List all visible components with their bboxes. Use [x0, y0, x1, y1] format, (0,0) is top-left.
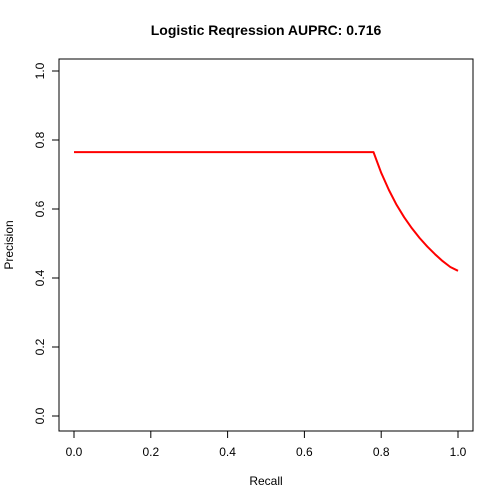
series-layer [74, 151, 459, 272]
x-tick-label: 1.0 [450, 445, 467, 459]
x-tick-label: 0.6 [296, 445, 313, 459]
chart-title: Logistic Reqression AUPRC: 0.716 [151, 22, 382, 38]
x-tick-label: 0.8 [373, 445, 390, 459]
y-tick-label: 0.2 [33, 338, 47, 355]
x-axis: 0.0 0.2 0.4 0.6 0.8 1.0 [66, 430, 467, 459]
y-tick-label: 0.6 [33, 200, 47, 217]
pr-curve-line [74, 151, 459, 272]
x-axis-label: Recall [249, 474, 282, 488]
y-axis-label: Precision [2, 220, 16, 269]
x-tick-label: 0.0 [66, 445, 83, 459]
y-tick-label: 0.8 [33, 131, 47, 148]
y-tick-label: 0.4 [33, 269, 47, 286]
x-tick-label: 0.2 [142, 445, 159, 459]
x-tick-label: 0.4 [219, 445, 236, 459]
plot-area [58, 58, 474, 432]
y-tick-label: 1.0 [33, 62, 47, 79]
y-axis: 0.0 0.2 0.4 0.6 0.8 1.0 [33, 62, 60, 424]
y-tick-label: 0.0 [33, 407, 47, 424]
